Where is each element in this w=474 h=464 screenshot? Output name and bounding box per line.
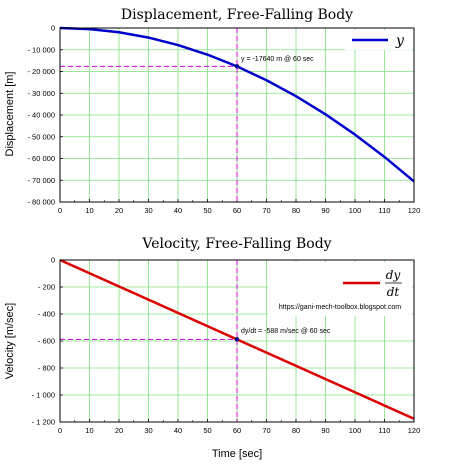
x-tick-label: 0 (58, 426, 62, 435)
chart-title: Displacement, Free-Falling Body (121, 7, 353, 23)
x-tick-label: 60 (233, 206, 241, 215)
series-lines (59, 26, 415, 183)
y-axis-label: Velocity [m/sec] (4, 303, 16, 379)
x-tick-label: 100 (349, 206, 362, 215)
series-lines (59, 258, 415, 420)
x-tick-label: 110 (379, 206, 391, 215)
x-tick-label: 100 (349, 426, 362, 435)
legend-fraction-numerator: dy (386, 268, 401, 282)
x-tick-label: 90 (321, 206, 329, 215)
x-tick-label: 30 (144, 426, 152, 435)
legend-label: y (395, 33, 405, 49)
x-tick-label: 10 (85, 206, 93, 215)
y-tick-label: - 70 000 (27, 176, 55, 185)
y-tick-label: - 20 000 (27, 67, 55, 76)
x-tick-label: 120 (408, 426, 421, 435)
x-tick-label: 30 (144, 206, 152, 215)
chart-title: Velocity, Free-Falling Body (141, 236, 331, 252)
x-tick-label: 10 (85, 426, 93, 435)
x-tick-label: 80 (292, 206, 300, 215)
y-tick-label: - 600 (38, 337, 55, 346)
y-tick-label: - 30 000 (27, 89, 55, 98)
velocity-chart: Velocity, Free-Falling Body Velocity [m/… (4, 236, 420, 460)
y-tick-label: - 1 000 (32, 391, 55, 400)
y-tick-label: - 200 (38, 283, 55, 292)
x-tick-label: 120 (408, 206, 421, 215)
x-tick-label: 20 (115, 426, 123, 435)
tick-labels: 0 10 20 30 40 50 60 70 80 90 100 110 120 0 - 200 - 400 -… (32, 256, 421, 436)
y-tick-label: - 1 200 (32, 418, 55, 427)
y-tick-label: - 10 000 (27, 45, 55, 54)
annotation-marker (234, 337, 240, 342)
x-tick-label: 0 (58, 206, 62, 215)
x-tick-label: 60 (233, 426, 241, 435)
x-tick-label: 110 (379, 426, 391, 435)
x-tick-label: 50 (203, 426, 211, 435)
plot-frame (59, 27, 415, 203)
x-tick-label: 80 (292, 426, 300, 435)
annotation-marker (234, 64, 240, 69)
y-tick-label: 0 (51, 256, 55, 265)
legend-fraction-denominator: dt (387, 285, 400, 299)
y-tick-label: - 80 000 (27, 198, 55, 207)
annotation-label: dy/dt = -588 m/sec @ 60 sec (241, 328, 331, 335)
x-tick-label: 70 (262, 426, 270, 435)
y-tick-label: - 40 000 (27, 111, 55, 120)
watermark-url: https://gani-mech-toolbox.blogspot.com (279, 304, 401, 311)
annotation: y = -17640 m @ 60 sec (60, 28, 314, 202)
x-tick-label: 20 (115, 206, 123, 215)
y-tick-label: 0 (51, 24, 55, 33)
y-axis-label: Displacement [m] (4, 72, 16, 157)
displacement-chart: Displacement, Free-Falling Body Displace… (4, 7, 420, 215)
tick-labels: 0 10 20 30 40 50 60 70 80 90 100 110 120 0 - 10 000 - 2… (27, 24, 420, 216)
annotation-label: y = -17640 m @ 60 sec (241, 56, 314, 63)
legend: dy dt https://gani-mech-toolbox.blogspot… (268, 262, 412, 316)
x-tick-label: 40 (174, 206, 182, 215)
legend-box (268, 262, 412, 316)
y-tick-label: - 60 000 (27, 154, 55, 163)
x-tick-label: 90 (321, 426, 329, 435)
x-tick-label: 70 (262, 206, 270, 215)
y-tick-label: - 50 000 (27, 132, 55, 141)
y-tick-label: - 400 (38, 310, 55, 319)
legend: y (345, 30, 412, 50)
plot-frame (59, 259, 415, 423)
x-tick-label: 50 (203, 206, 211, 215)
x-axis-label: Time [sec] (212, 448, 262, 460)
x-tick-label: 40 (174, 426, 182, 435)
y-tick-label: - 800 (38, 364, 55, 373)
